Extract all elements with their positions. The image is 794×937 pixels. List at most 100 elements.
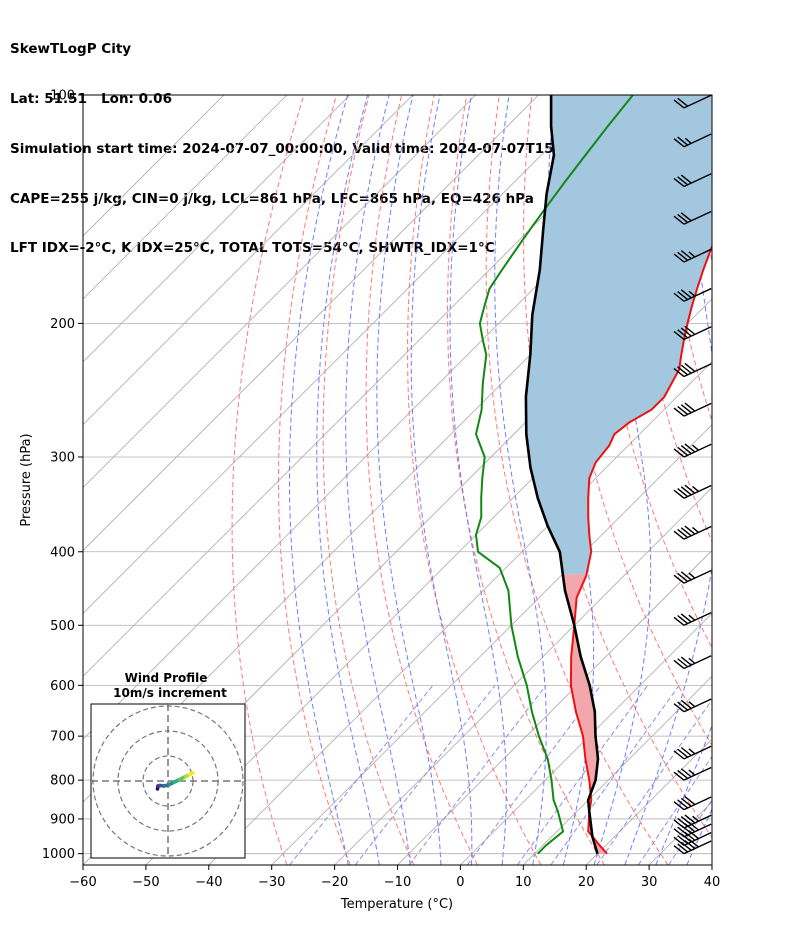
- wind-barb-feather: [680, 527, 692, 537]
- wind-barb-feather: [677, 615, 689, 625]
- wind-barb-feather: [692, 526, 699, 533]
- wind-barb: [673, 325, 712, 341]
- wind-barbs: [673, 94, 712, 855]
- wind-barb-feather: [680, 746, 692, 757]
- wind-barb-feather: [673, 367, 685, 378]
- wind-barb: [673, 698, 712, 713]
- wind-barb-staff: [683, 569, 712, 584]
- isotherm-line: [208, 361, 712, 865]
- wind-barb: [673, 484, 712, 499]
- wind-barb-feather: [684, 525, 696, 535]
- wind-barb-feather: [673, 407, 685, 417]
- wind-barb-feather: [684, 137, 692, 144]
- wind-barb-feather: [680, 699, 692, 709]
- wind-barb-feather: [680, 768, 692, 778]
- x-tick-label: 20: [578, 875, 595, 890]
- dry-adiabat-line: [628, 95, 712, 544]
- wind-barb-feather: [673, 489, 685, 499]
- wind-barb-feather: [673, 845, 685, 855]
- wind-barb: [673, 814, 712, 829]
- moist-adiabat-line: [289, 95, 349, 865]
- wind-barb-feather: [688, 748, 696, 755]
- wind-barb-feather: [680, 327, 692, 337]
- wind-barb-feather: [677, 528, 689, 539]
- chart-title: SkewTLogP City: [10, 41, 132, 58]
- hodograph-plot: [91, 704, 245, 858]
- y-tick-label: 200: [50, 317, 75, 332]
- hodograph-title: Wind Profile: [125, 671, 208, 685]
- isotherm-line: [145, 298, 712, 865]
- wind-barb-staff: [683, 655, 712, 670]
- wind-barb-feather: [673, 703, 685, 713]
- wind-barb: [673, 173, 712, 188]
- wind-barb-feather: [688, 769, 696, 776]
- wind-barb-feather: [684, 814, 696, 824]
- wind-barb: [673, 745, 712, 760]
- wind-barb-feather: [677, 835, 689, 845]
- wind-barb-feather: [677, 290, 689, 301]
- wind-barb-feather: [680, 404, 692, 414]
- isotherm-line: [775, 95, 794, 865]
- y-axis-ticks: 1000 900 800 700 600 500 400 300 200 100: [42, 89, 83, 862]
- isotherm-line: [711, 864, 712, 865]
- moist-adiabat-line: [655, 724, 712, 865]
- y-tick-label: 300: [50, 450, 75, 465]
- wind-barb-feather: [673, 771, 685, 781]
- moist-adiabat-line: [376, 95, 442, 865]
- dry-adiabat-line: [485, 95, 669, 865]
- wind-barb-feather: [677, 843, 689, 853]
- isotherm-line: [523, 675, 712, 865]
- indices-line: LFT IDX=-2°C, K IDX=25°C, TOTAL TOTS=54°…: [10, 240, 495, 257]
- wind-barb-feather: [688, 701, 696, 708]
- dry-adiabat-line: [278, 95, 351, 865]
- dry-adiabat-line: [322, 95, 415, 865]
- isotherm-line: [271, 424, 712, 865]
- wind-barb-feather: [677, 826, 689, 836]
- hodograph-subtitle: 10m/s increment: [113, 686, 227, 700]
- wind-barb-staff: [683, 840, 712, 855]
- wind-barb-feather: [684, 484, 696, 494]
- wind-barb-staff: [683, 611, 712, 626]
- x-tick-label: 0: [456, 875, 464, 890]
- wind-barb-staff: [683, 745, 712, 760]
- wind-barb: [673, 525, 712, 540]
- wind-barb-feather: [673, 253, 685, 263]
- wind-barb-feather: [680, 816, 692, 826]
- x-tick-label: 10: [515, 875, 532, 890]
- wind-barb-feather: [677, 817, 689, 827]
- wind-barb-feather: [680, 212, 692, 222]
- wind-barb-feather: [677, 251, 689, 261]
- isotherm-line: [83, 95, 602, 614]
- y-tick-label: 500: [50, 619, 75, 634]
- wind-barb-feather: [677, 213, 689, 224]
- wind-barb: [673, 443, 712, 458]
- wind-barb-staff: [683, 832, 712, 846]
- wind-barb-feather: [677, 769, 689, 779]
- temperature-line: [569, 244, 712, 855]
- x-tick-label: −40: [195, 875, 222, 890]
- moist-adiabat-line: [410, 95, 473, 865]
- moist-adiabat-line: [686, 807, 712, 865]
- moist-adiabat-line: [316, 95, 380, 865]
- isotherm-line: [83, 95, 351, 363]
- wind-barb-feather: [677, 136, 689, 146]
- wind-barb: [673, 362, 712, 378]
- x-tick-label: −10: [384, 875, 411, 890]
- chart-header: SkewTLogP City Lat: 51.51 Lon: 0.06 Simu…: [10, 8, 626, 274]
- isotherm-line: [83, 95, 413, 426]
- moist-adiabat-line: [494, 95, 547, 865]
- wind-barb-feather: [680, 486, 692, 496]
- wind-barb: [673, 133, 712, 148]
- wind-barb-feather: [692, 444, 699, 451]
- wind-barb-staff: [683, 823, 712, 838]
- wind-barb-feather: [680, 797, 692, 807]
- wind-barb-staff: [683, 248, 712, 263]
- hodograph-inset: Wind Profile 10m/s increment: [90, 671, 246, 859]
- wind-barb: [673, 248, 712, 263]
- wind-barb-feather: [673, 801, 685, 811]
- cin-area: [562, 574, 607, 854]
- wind-barb-feather: [688, 572, 696, 579]
- y-tick-label: 600: [50, 679, 75, 694]
- wind-barb-feather: [673, 659, 685, 670]
